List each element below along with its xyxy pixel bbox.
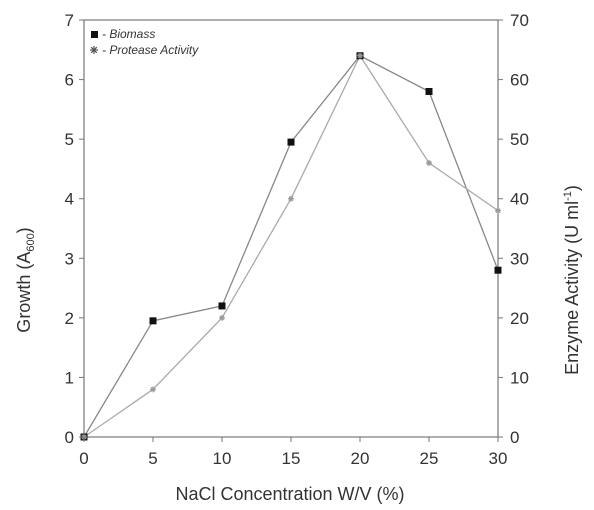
series-lines: [83, 54, 499, 438]
y-axis-label-left: Growth (A600): [14, 227, 37, 332]
y-right-tick-label: 40: [510, 190, 529, 209]
y-left-tick-label: 5: [65, 130, 74, 149]
legend-label: - Protease Activity: [102, 43, 199, 57]
y-right-label-end: ): [562, 185, 582, 191]
protease-point: [357, 52, 363, 59]
y-left-tick-label: 2: [65, 309, 74, 328]
biomass-point: [494, 266, 502, 274]
legend: - Biomass - Protease Activity: [90, 27, 199, 57]
y-right-label-main: Enzyme Activity (U ml: [562, 201, 582, 375]
legend-label: - Biomass: [102, 27, 155, 41]
y-left-tick-label: 6: [65, 71, 74, 90]
series-markers: [80, 52, 502, 441]
protease-point: [150, 386, 156, 393]
y-left-tick-label: 4: [65, 190, 74, 209]
y-right-tick-label: 10: [510, 368, 529, 387]
biomass-point: [218, 302, 226, 310]
legend-biomass-marker: [91, 31, 98, 38]
y-right-label-sup: -1: [562, 191, 574, 201]
series-line-biomass: [83, 54, 499, 438]
x-tick-label: 5: [148, 449, 157, 468]
x-tick-label: 15: [282, 449, 301, 468]
axes: [83, 19, 499, 438]
y-left-label-end: ): [14, 227, 34, 233]
protease-point: [219, 314, 225, 321]
y-left-tick-label: 0: [65, 428, 74, 447]
y-left-label-main: Growth (A: [14, 252, 34, 333]
x-tick-label: 10: [213, 449, 232, 468]
protease-point: [288, 195, 294, 202]
biomass-point: [287, 138, 295, 146]
plot-frame: [83, 19, 499, 438]
x-tick-label: 0: [79, 449, 88, 468]
x-tick-label: 20: [351, 449, 370, 468]
x-axis-label: NaCl Concentration W/V (%): [175, 484, 404, 504]
y-right-tick-label: 60: [510, 71, 529, 90]
series-line-protease: [83, 54, 499, 438]
y-right-tick-label: 50: [510, 130, 529, 149]
y-right-tick-label: 30: [510, 249, 529, 268]
legend-protease-marker: [90, 46, 98, 54]
x-tick-label: 25: [420, 449, 439, 468]
y-right-tick-label: 70: [510, 11, 529, 30]
biomass-point: [425, 87, 433, 95]
y-left-tick-label: 1: [65, 368, 74, 387]
protease-point: [495, 207, 501, 214]
x-tick-label: 30: [489, 449, 508, 468]
biomass-point: [149, 317, 157, 325]
y-left-tick-label: 7: [65, 11, 74, 30]
y-left-label-sub: 600: [25, 233, 37, 251]
y-right-tick-label: 20: [510, 309, 529, 328]
y-right-tick-label: 0: [510, 428, 519, 447]
y-left-tick-label: 3: [65, 249, 74, 268]
protease-point: [426, 159, 432, 166]
y-axis-label-right: Enzyme Activity (U ml-1): [562, 185, 582, 375]
